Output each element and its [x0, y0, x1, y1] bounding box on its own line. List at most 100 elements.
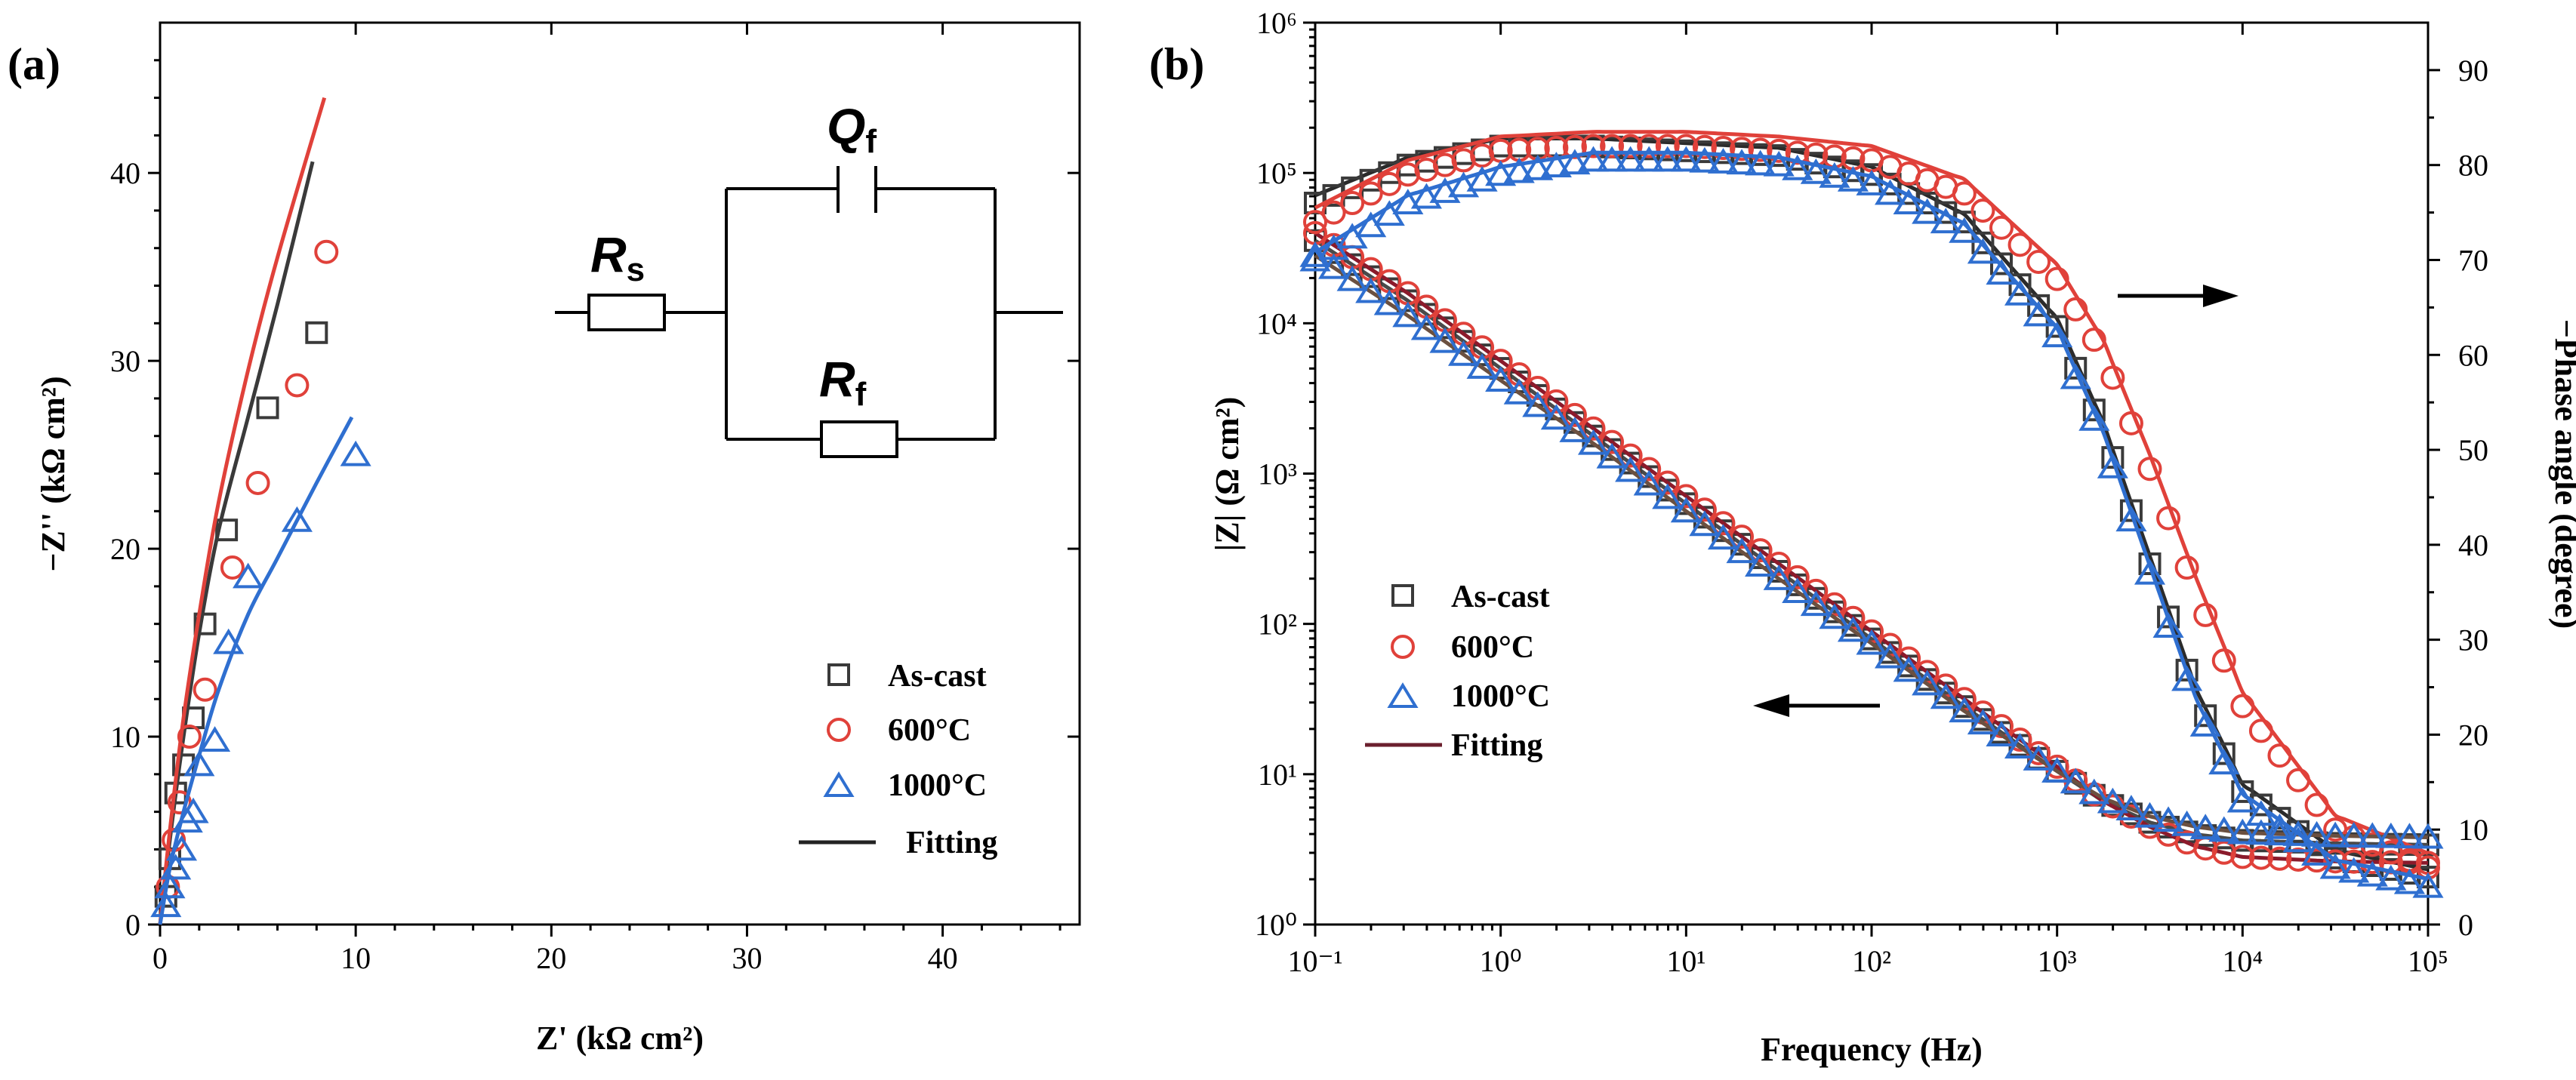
panel-b-y-right-tick-label: 60: [2458, 338, 2488, 372]
legend-a-ascast-label: As-cast: [888, 659, 987, 694]
panel-b-modulus-point-2: [2078, 778, 2110, 805]
panel-b-modulus-point-1: [1767, 552, 1792, 576]
panel-b-modulus-point-2: [1355, 277, 1387, 303]
panel-b-y-right-tick-label: 50: [2458, 433, 2488, 467]
panel-b-x-label: Frequency (Hz): [1761, 1031, 1983, 1068]
panel-b-modulus-point-1: [1785, 565, 1810, 589]
label-qf: Qf: [827, 98, 877, 160]
panel-b-modulus-point-2: [1875, 642, 1906, 669]
panel-b-modulus-point-1: [2360, 850, 2385, 875]
arrow-left-modulus: [1753, 694, 1880, 717]
panel-b-phase-point-0: [1952, 211, 1976, 234]
panel-b-modulus-point-2: [2023, 745, 2054, 771]
panel-a-y-label: −Z'' (kΩ cm²): [35, 376, 72, 571]
panel-b-modulus-point-2: [1485, 366, 1517, 392]
panel-b-modulus-point-2: [1763, 565, 1795, 590]
panel-b-phase-point-1: [2193, 602, 2218, 627]
panel-b-modulus-point-1: [1562, 402, 1587, 427]
panel-b-modulus-point-1: [1711, 511, 1736, 536]
panel-b-phase-point-2: [2023, 300, 2054, 327]
panel-b-phase-point-2: [1837, 165, 1869, 192]
panel-a: (a) 0 10 20 30 40 0 10 20 30 40 Z' (kΩ cm²) −Z'' …: [8, 21, 1081, 1057]
panel-b-phase-point-1: [1767, 138, 1792, 163]
panel-b-phase-point-2: [2171, 665, 2203, 691]
panel-b-y-right-tick-label: 80: [2458, 149, 2488, 183]
panel-b-y-right-tick-label: 20: [2458, 718, 2488, 752]
panel-b-modulus-point-1: [1692, 497, 1717, 522]
panel-b-modulus-point-1: [2230, 845, 2255, 869]
panel-b-modulus-point-2: [1336, 265, 1368, 291]
panel-b-modulus-point-2: [1856, 629, 1887, 655]
panel-b-modulus-point-2: [2282, 820, 2314, 846]
panel-b-label: (b): [1149, 39, 1204, 89]
panel-b-phase-point-0: [1971, 231, 1995, 254]
panel-a-point-0: [193, 612, 217, 635]
panel-b-modulus-point-2: [2189, 814, 2221, 840]
panel-b-phase-point-2: [2245, 800, 2277, 826]
panel-b-x-tick-label: 10⁻¹: [1287, 944, 1342, 978]
panel-b-modulus-point-2: [1967, 709, 1998, 735]
panel-b-phase-point-2: [1633, 146, 1665, 172]
panel-b-phase-point-1: [1692, 134, 1717, 159]
legend-b-600-label: 600°C: [1451, 630, 1534, 665]
panel-b-phase-point-1: [1618, 134, 1643, 158]
panel-a-marks: [150, 97, 371, 925]
arrow-right-head: [2203, 285, 2239, 307]
panel-b-phase-point-1: [2267, 743, 2292, 768]
panel-b-modulus-point-2: [1949, 697, 1980, 723]
panel-b-phase-point-0: [2175, 658, 2199, 682]
panel-b-modulus-point-2: [1318, 253, 1350, 279]
panel-b-modulus-point-2: [1652, 483, 1684, 509]
panel-b-modulus-point-2: [2319, 821, 2351, 848]
panel-b-y-right-tick-label: 10: [2458, 813, 2488, 847]
panel-b-phase-point-1: [1562, 134, 1587, 159]
panel-b-y-right-tick-label: 0: [2458, 908, 2473, 942]
panel-b-phase-point-2: [2226, 786, 2258, 813]
panel-b-modulus-point-2: [1800, 590, 1832, 617]
label-rf: Rf: [819, 351, 867, 413]
panel-b-phase-point-1: [2063, 297, 2088, 322]
panel-a-y-tick-label: 0: [125, 908, 140, 942]
resistor-rf: [820, 420, 898, 458]
panel-b-phase-point-0: [2138, 552, 2162, 575]
panel-b-modulus-point-2: [1707, 524, 1739, 550]
panel-b-phase-point-2: [1930, 208, 1961, 234]
panel-b-phase-point-2: [2115, 506, 2147, 532]
panel-b-modulus-point-1: [1637, 457, 1662, 482]
panel-a-fit-line-2: [158, 416, 354, 925]
panel-b-phase-point-2: [1429, 177, 1461, 203]
panel-a-point-2: [160, 854, 192, 880]
panel-b-modulus-point-1: [2044, 754, 2069, 779]
panel-b-x-tick-label: 10⁴: [2222, 944, 2263, 978]
panel-b-y-left-tick-label: 10⁰: [1255, 908, 1297, 942]
panel-b-modulus-point-1: [1600, 429, 1625, 454]
panel-b-phase-point-1: [1340, 191, 1365, 215]
panel-b-modulus-fit-2: [1314, 254, 2429, 839]
panel-a-ticks: 0 10 20 30 40 0 10 20 30 40: [110, 23, 1080, 975]
panel-b-phase-point-1: [1971, 198, 1995, 223]
panel-a-x-tick-label: 0: [153, 941, 168, 975]
panel-b-y-right-tick-label: 40: [2458, 528, 2488, 562]
panel-b-modulus-point-1: [2248, 845, 2273, 870]
panel-b-modulus-point-2: [2338, 822, 2370, 848]
panel-b-phase-point-1: [2304, 792, 2329, 817]
panel-b-modulus-point-2: [2152, 806, 2184, 832]
panel-b-phase-fit-2: [1314, 150, 2429, 882]
panel-b-phase-point-2: [2004, 279, 2036, 306]
panel-b-phase-point-1: [2044, 266, 2069, 291]
panel-b-phase-point-2: [1782, 154, 1813, 180]
resistor-rs: [587, 294, 666, 331]
panel-a-point-1: [314, 239, 339, 264]
panel-b-phase-point-2: [2189, 710, 2221, 737]
panel-a-point-2: [150, 891, 182, 918]
panel-b-modulus-point-2: [1540, 404, 1572, 430]
panel-b-phase-fit-0: [1314, 136, 2429, 872]
panel-a-x-label: Z' (kΩ cm²): [536, 1020, 704, 1057]
panel-b-modulus-point-2: [1670, 497, 1702, 523]
panel-b-phase-point-2: [1615, 146, 1647, 172]
panel-b-modulus-fit-1: [1314, 231, 2429, 865]
panel-b-phase-point-2: [1893, 189, 1924, 214]
panel-b-phase-point-2: [1819, 162, 1850, 188]
panel-b-modulus-point-2: [2393, 823, 2425, 849]
panel-b-phase-point-0: [2008, 273, 2032, 297]
